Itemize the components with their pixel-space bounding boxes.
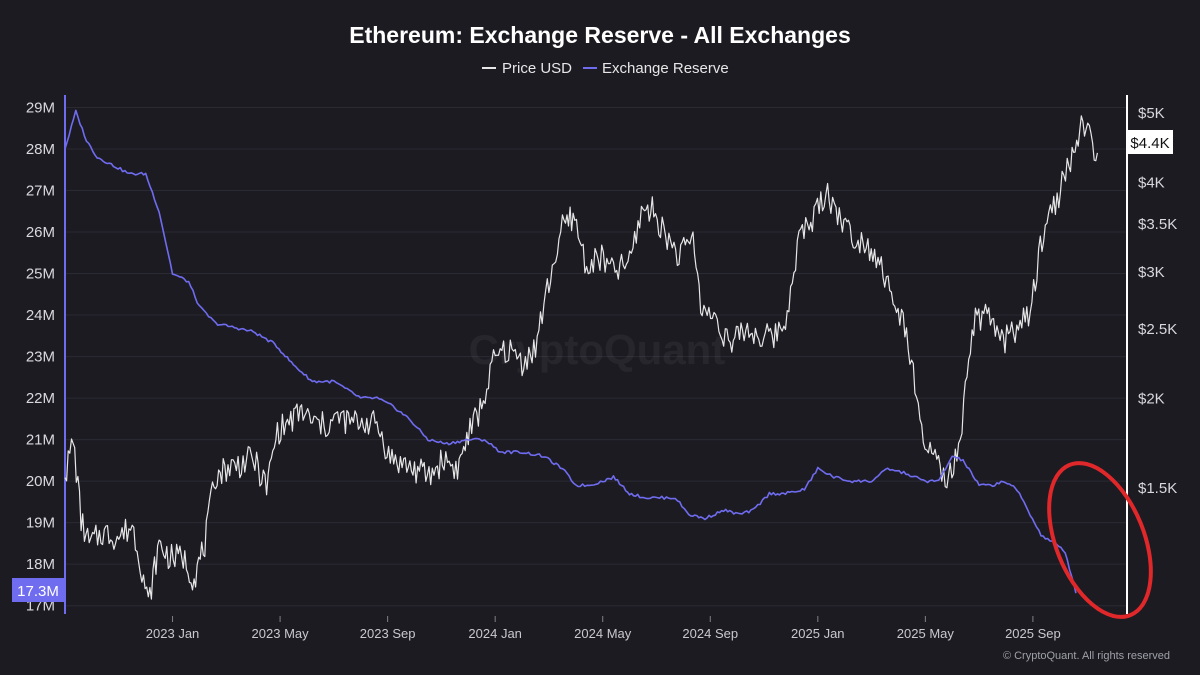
left-tick-label: 25M: [26, 266, 55, 283]
exchange-reserve-line: [64, 109, 1077, 594]
left-tick-label: 24M: [26, 307, 55, 324]
gridlines: [65, 106, 1127, 607]
left-tick-label: 18M: [26, 556, 55, 573]
right-axis-ticks: $5K $4K $3.5K $3K $2.5K $2K $1.5K: [1138, 105, 1177, 497]
watermark: CryptoQuant: [469, 326, 726, 373]
x-tick-label: 2023 Jan: [146, 626, 200, 641]
footer-copyright: © CryptoQuant. All rights reserved: [1003, 650, 1170, 662]
left-last-value-text: 17.3M: [17, 583, 59, 600]
right-tick-label: $2K: [1138, 390, 1165, 407]
x-tick-label: 2025 May: [897, 626, 955, 641]
x-tick-label: 2025 Jan: [791, 626, 845, 641]
legend: Price USD Exchange Reserve: [482, 60, 729, 77]
left-tick-label: 28M: [26, 141, 55, 158]
left-tick-label: 27M: [26, 182, 55, 199]
left-tick-label: 26M: [26, 224, 55, 241]
highlight-ellipse: [1047, 461, 1153, 619]
x-tick-label: 2025 Sep: [1005, 626, 1061, 641]
legend-label-reserve: Exchange Reserve: [602, 60, 729, 77]
right-last-value-badge: $4.4K: [1128, 130, 1173, 154]
x-tick-label: 2024 May: [574, 626, 632, 641]
price-usd-line: [64, 115, 1098, 600]
left-tick-label: 20M: [26, 473, 55, 490]
x-tick-label: 2024 Sep: [682, 626, 738, 641]
right-tick-label: $5K: [1138, 105, 1165, 122]
right-tick-label: $1.5K: [1138, 480, 1177, 497]
right-last-value-text: $4.4K: [1130, 135, 1169, 152]
left-tick-label: 23M: [26, 349, 55, 366]
left-tick-label: 21M: [26, 432, 55, 449]
left-tick-label: 19M: [26, 515, 55, 532]
legend-label-price: Price USD: [502, 60, 572, 77]
x-tick-label: 2024 Jan: [468, 626, 522, 641]
right-tick-label: $2.5K: [1138, 321, 1177, 338]
left-last-value-badge: 17.3M: [12, 578, 64, 602]
left-tick-label: 22M: [26, 390, 55, 407]
x-tick-label: 2023 Sep: [360, 626, 416, 641]
right-tick-label: $4K: [1138, 175, 1165, 192]
chart-title: Ethereum: Exchange Reserve - All Exchang…: [349, 22, 851, 48]
right-tick-label: $3K: [1138, 264, 1165, 281]
x-axis-ticks: 2023 Jan 2023 May 2023 Sep 2024 Jan 2024 May…: [146, 616, 1061, 641]
left-tick-label: 29M: [26, 99, 55, 116]
x-tick-label: 2023 May: [252, 626, 310, 641]
right-tick-label: $3.5K: [1138, 216, 1177, 233]
